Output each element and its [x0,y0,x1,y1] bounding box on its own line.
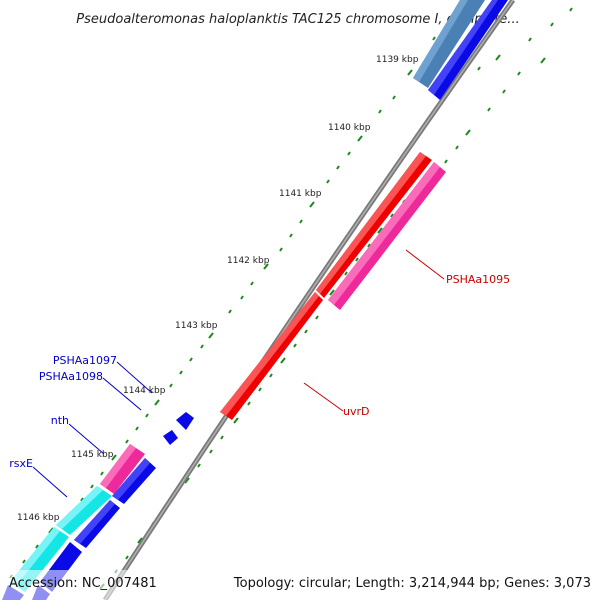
gene-blue-mid-1[interactable] [112,458,156,504]
gene-label-rsxE[interactable]: rsxE [9,457,33,470]
outer-tick-ring [9,7,573,579]
accession-text: Accession: NC_007481 [9,576,157,591]
footer-backdrop [0,570,600,600]
gene-label-nth[interactable]: nth [51,414,69,427]
gene-label-PSHAa1098[interactable]: PSHAa1098 [39,370,103,383]
gene-label-uvrD[interactable]: uvrD [343,405,369,418]
gene-nth[interactable] [100,444,145,494]
gene-PSHAa1095[interactable] [328,162,446,310]
map-title: Pseudoalteromonas haloplanktis TAC125 ch… [76,12,519,27]
kbp-label-1139: 1139 kbp [376,55,419,65]
gene-blue-top[interactable] [428,0,508,100]
gene-blue-mid-2[interactable] [74,500,120,548]
gene-PSHAa1097[interactable] [176,412,194,430]
kbp-label-1145: 1145 kbp [71,450,114,460]
chromosome-backbone [102,0,516,600]
gene-PSHAa1098[interactable] [163,430,178,445]
label-leader-lines [32,249,445,498]
kbp-label-1140: 1140 kbp [328,123,371,133]
kbp-label-1144: 1144 kbp [123,386,166,396]
kbp-label-1146: 1146 kbp [17,513,60,523]
kbp-label-1141: 1141 kbp [279,189,322,199]
gene-label-PSHAa1097[interactable]: PSHAa1097 [53,354,117,367]
gene-steel-top[interactable] [413,0,485,88]
gene-label-PSHAa1095[interactable]: PSHAa1095 [446,273,510,286]
kbp-label-1142: 1142 kbp [227,256,270,266]
topology-summary: Topology: circular; Length: 3,214,944 bp… [233,576,591,591]
kbp-label-1143: 1143 kbp [175,321,218,331]
gene-uvrD[interactable] [220,152,432,420]
